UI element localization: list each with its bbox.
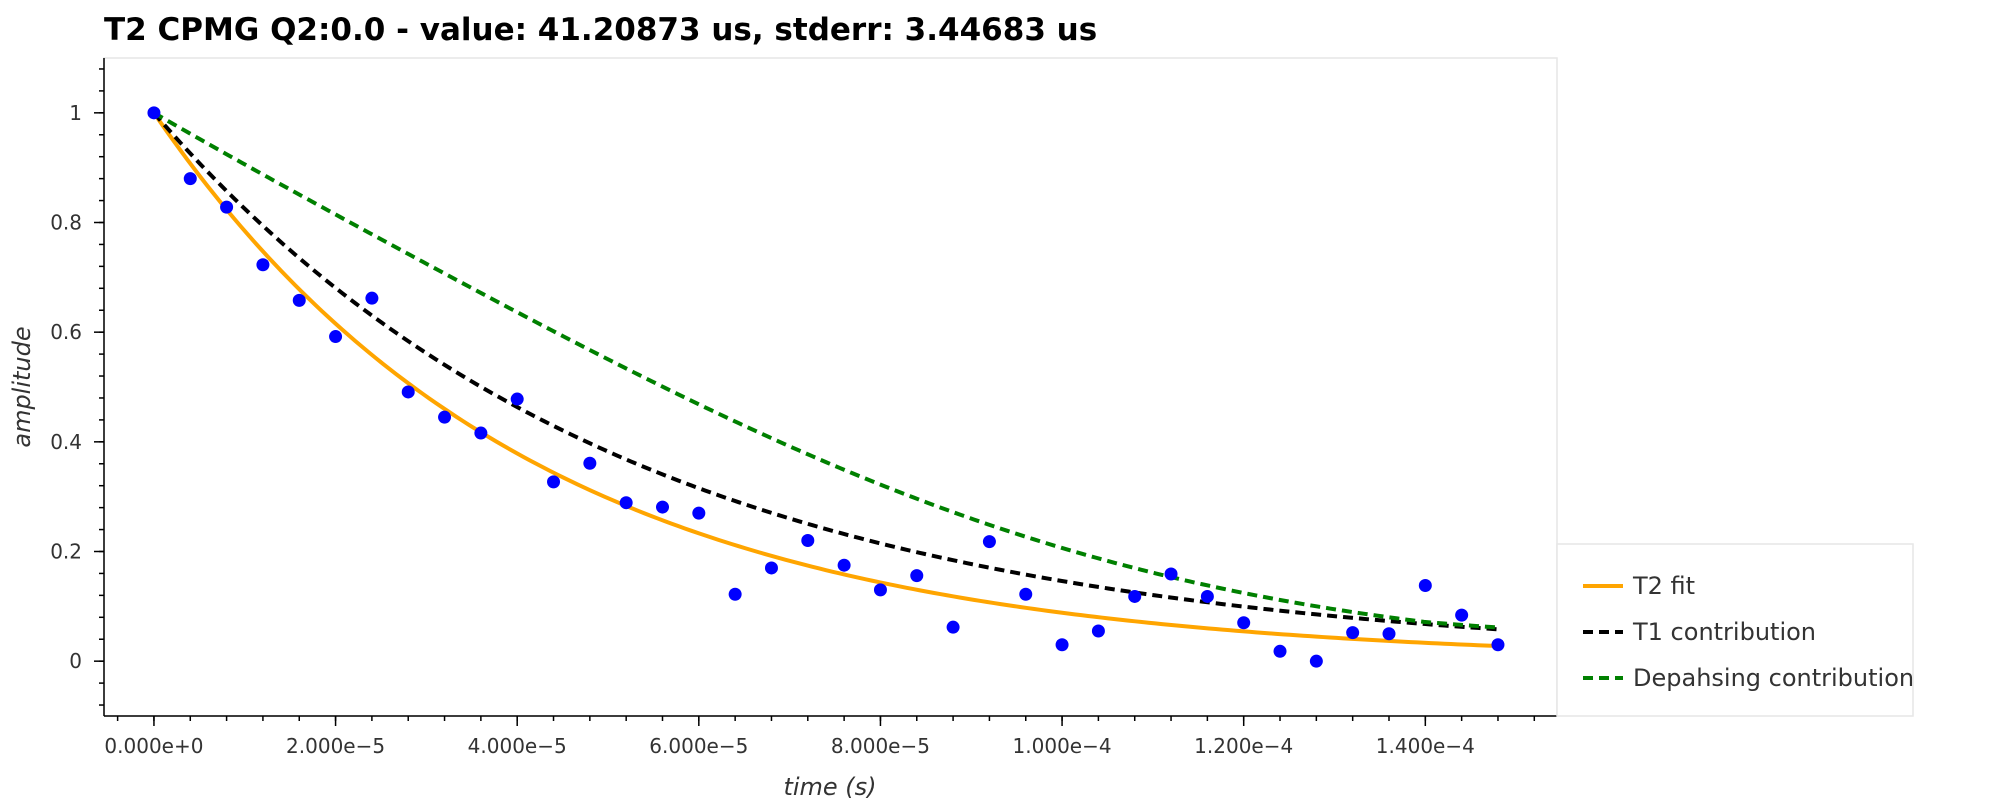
x-tick-label: 0.000e+0: [104, 734, 203, 758]
x-axis-label: time (s): [783, 773, 876, 800]
data-point: [292, 293, 306, 307]
data-point: [365, 291, 379, 305]
data-point: [1091, 624, 1105, 638]
data-point: [1164, 567, 1178, 581]
x-tick-label: 1.200e−4: [1194, 734, 1293, 758]
data-point: [982, 535, 996, 549]
series-line-1: [152, 111, 1499, 649]
data-point: [547, 475, 561, 489]
data-point: [583, 456, 597, 470]
data-point: [220, 200, 234, 214]
data-point: [1382, 627, 1396, 641]
data-point: [1128, 589, 1142, 603]
data-point: [1346, 626, 1360, 640]
data-point: [1309, 654, 1323, 668]
data-point: [1491, 638, 1505, 652]
data-point: [474, 426, 488, 440]
data-point: [656, 500, 669, 514]
data-point: [764, 561, 778, 575]
data-point: [438, 410, 452, 424]
y-tick-label: 0.4: [50, 430, 82, 454]
axes: 0.000e+0 2.000e−5 4.000e−5 6.000e−5 8.000e−5…: [50, 58, 1557, 758]
y-tick-label: 1: [69, 101, 82, 125]
data-point: [728, 587, 742, 601]
data-point: [510, 392, 524, 406]
data-point: [147, 106, 161, 120]
y-tick-label: 0: [69, 649, 82, 673]
data-point: [619, 496, 633, 510]
data-point: [1019, 587, 1033, 601]
data-point: [329, 330, 343, 344]
data-point: [946, 620, 960, 634]
data-point: [1455, 608, 1469, 622]
data-point: [801, 534, 815, 548]
data-point: [1237, 616, 1251, 630]
y-tick-label: 0.2: [50, 540, 82, 564]
data-point: [256, 258, 270, 272]
data-point: [837, 558, 851, 572]
x-tick-label: 6.000e−5: [649, 734, 748, 758]
x-tick-label: 8.000e−5: [831, 734, 930, 758]
x-tick-label: 2.000e−5: [286, 734, 385, 758]
data-point: [1418, 579, 1432, 592]
curves-layer: [152, 111, 1499, 649]
chart-title: T2 CPMG Q2:0.0 - value: 41.20873 us, std…: [104, 12, 1097, 48]
x-tick-label: 1.000e−4: [1013, 734, 1112, 758]
legend: T2 fit T1 contribution Depahsing contribut…: [1556, 543, 1914, 717]
data-point: [910, 569, 924, 583]
data-point: [1055, 638, 1069, 652]
x-tick-label: 1.400e−4: [1376, 734, 1475, 758]
x-tick-label: 4.000e−5: [468, 734, 567, 758]
plot-frame: [103, 57, 1558, 717]
data-point: [183, 172, 197, 186]
legend-label: Depahsing contribution: [1633, 664, 1914, 692]
data-point: [401, 385, 415, 399]
data-point: [1273, 644, 1287, 658]
y-tick-label: 0.6: [50, 320, 82, 344]
legend-label: T1 contribution: [1632, 618, 1816, 646]
data-points: [147, 106, 1505, 668]
y-axis-label: amplitude: [8, 326, 36, 447]
y-tick-label: 0.8: [50, 211, 82, 235]
data-point: [692, 506, 706, 520]
data-point: [1200, 589, 1214, 603]
series-line-2: [152, 111, 1499, 632]
series-line-3: [152, 111, 1499, 630]
legend-label: T2 fit: [1632, 572, 1695, 600]
data-point: [873, 583, 887, 597]
